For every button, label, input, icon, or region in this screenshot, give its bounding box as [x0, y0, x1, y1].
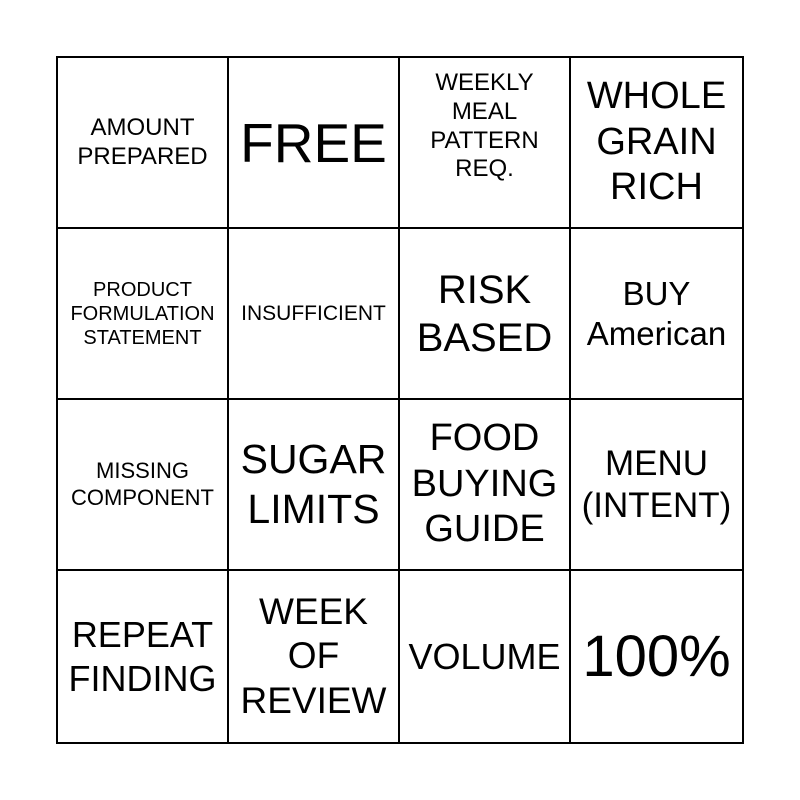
- cell-missing-component[interactable]: MISSING COMPONENT: [58, 400, 229, 571]
- bingo-card-grid: AMOUNT PREPARED FREE WEEKLY MEAL PATTERN…: [56, 56, 744, 744]
- cell-whole-grain-rich[interactable]: WHOLE GRAIN RICH: [571, 58, 742, 229]
- cell-buy-american[interactable]: BUY American: [571, 229, 742, 400]
- cell-100-percent[interactable]: 100%: [582, 623, 731, 689]
- cell-food-buying-guide[interactable]: FOOD BUYING GUIDE: [400, 400, 571, 571]
- cell-free[interactable]: FREE: [229, 58, 400, 229]
- cell-weekly-meal-pattern-req[interactable]: WEEKLY MEAL PATTERN REQ.: [400, 58, 571, 229]
- cell-week-of-review[interactable]: WEEK OF REVIEW: [229, 571, 400, 742]
- cell-risk-based[interactable]: RISK BASED: [400, 229, 571, 400]
- cell-insufficient[interactable]: INSUFFICIENT: [229, 229, 400, 400]
- cell-amount-prepared[interactable]: AMOUNT PREPARED: [58, 58, 229, 229]
- cell-volume[interactable]: VOLUME: [400, 571, 571, 742]
- cell-sugar-limits[interactable]: SUGAR LIMITS: [229, 400, 400, 571]
- cell-product-formulation-statement[interactable]: PRODUCT FORMULATION STATEMENT: [58, 229, 229, 400]
- cell-menu-intent[interactable]: MENU (INTENT): [571, 400, 742, 571]
- cell-repeat-finding[interactable]: REPEAT FINDING: [58, 571, 229, 742]
